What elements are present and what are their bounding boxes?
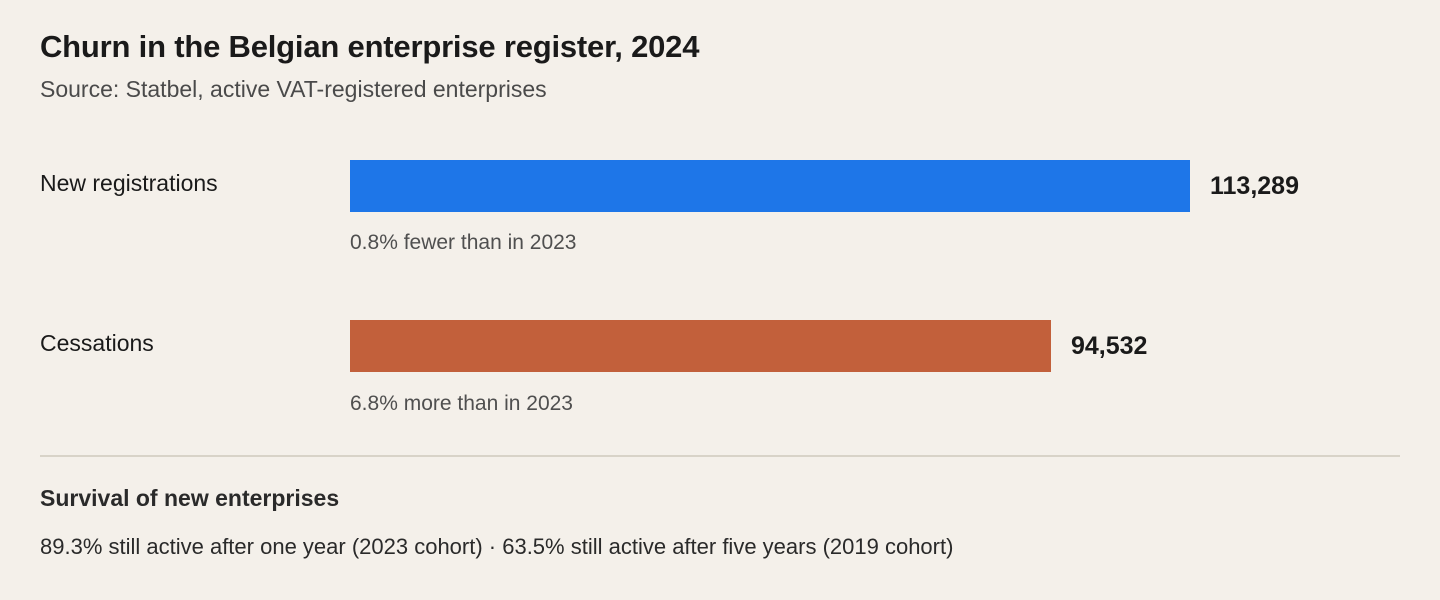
bar-new-registrations [350,160,1190,212]
chart-subtitle: Source: Statbel, active VAT-registered e… [40,76,547,102]
note-new-registrations: 0.8% fewer than in 2023 [350,231,577,254]
section-divider [40,455,1400,457]
value-label-cessations: 94,532 [1071,332,1148,360]
category-label-new-registrations: New registrations [40,170,218,196]
value-label-new-registrations: 113,289 [1210,172,1299,200]
survival-heading: Survival of new enterprises [40,485,340,511]
category-label-cessations: Cessations [40,330,154,356]
survival-text: 89.3% still active after one year (2023 … [40,534,954,559]
note-cessations: 6.8% more than in 2023 [350,392,573,415]
bar-cessations [350,320,1051,372]
chart-title: Churn in the Belgian enterprise register… [40,29,700,64]
